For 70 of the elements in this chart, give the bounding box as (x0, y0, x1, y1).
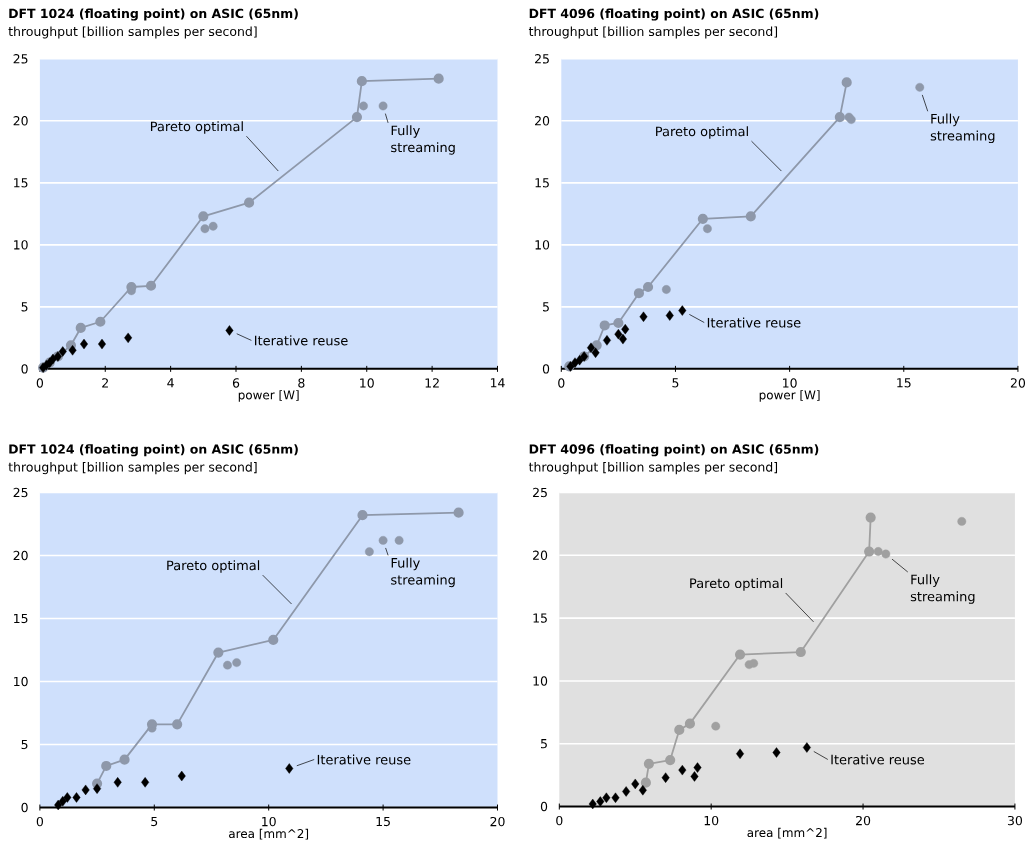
annotation: Pareto optimal (167, 560, 260, 573)
x-tick-label: 5 (672, 378, 679, 388)
y-tick-label: 20 (13, 550, 28, 561)
y-tick-label: 5 (543, 302, 549, 312)
y-tick-label: 15 (14, 178, 28, 188)
y-tick-label: 5 (21, 302, 28, 312)
x-tick-label: 10 (360, 378, 374, 388)
x-axis-title: power [W] (759, 389, 820, 402)
x-axis-title: area [mm^2] (229, 828, 309, 840)
y-tick-label: 25 (533, 487, 547, 498)
y-tick-label: 0 (540, 801, 548, 812)
x-tick-label: 14 (490, 378, 505, 388)
y-tick-label: 10 (14, 676, 28, 687)
y-tick-label: 5 (21, 739, 28, 749)
annotation: Pareto optimal (656, 126, 748, 139)
x-tick-label: 8 (298, 378, 305, 388)
x-tick-label: 10 (262, 816, 276, 827)
annotation: Fully streaming (930, 113, 995, 143)
y-tick-label: 25 (13, 487, 28, 498)
y-tick-label: 15 (14, 613, 28, 623)
y-axis-title: throughput [billion samples per second] (8, 26, 257, 39)
y-tick-label: 0 (21, 802, 28, 813)
x-tick-label: 30 (1007, 815, 1023, 826)
chart-title: DFT 1024 (floating point) on ASIC (65nm) (9, 8, 298, 21)
annotation: Pareto optimal (690, 577, 783, 591)
y-tick-label: 25 (13, 53, 28, 64)
y-tick-label: 0 (542, 363, 550, 374)
x-tick-label: 15 (376, 816, 390, 826)
x-tick-label: 10 (783, 378, 797, 388)
chart-title: DFT 1024 (floating point) on ASIC (65nm) (9, 443, 298, 457)
annotation: Fully streaming (391, 557, 455, 587)
chart-title: DFT 4096 (floating point) on ASIC (65nm) (529, 8, 819, 21)
annotation: Pareto optimal (150, 121, 243, 134)
y-tick-label: 15 (533, 613, 547, 623)
x-tick-label: 20 (490, 816, 505, 827)
x-tick-label: 20 (1010, 378, 1026, 388)
y-tick-label: 20 (13, 115, 28, 126)
y-tick-label: 25 (535, 53, 549, 64)
annotation: Iterative reuse (255, 335, 348, 346)
x-tick-label: 0 (556, 815, 563, 826)
y-tick-label: 20 (535, 115, 550, 126)
x-axis-title: area [mm^2] (747, 827, 827, 839)
x-tick-label: 12 (425, 378, 439, 388)
x-tick-label: 5 (151, 816, 158, 826)
x-tick-label: 10 (704, 815, 719, 826)
x-tick-label: 6 (232, 378, 240, 388)
x-tick-label: 0 (36, 816, 44, 827)
y-tick-label: 20 (533, 550, 548, 560)
x-tick-label: 2 (102, 378, 108, 388)
x-axis-title: power [W] (238, 389, 299, 402)
annotation: Fully streaming (910, 574, 975, 604)
annotation: Iterative reuse (317, 754, 411, 765)
y-axis-title: throughput [billion samples per second] (528, 26, 778, 39)
y-tick-label: 10 (14, 239, 28, 250)
y-tick-label: 10 (535, 239, 550, 250)
annotation: Iterative reuse (707, 317, 801, 328)
y-tick-label: 15 (535, 178, 549, 188)
y-axis-title: throughput [billion samples per second] (528, 461, 778, 474)
annotation: Fully streaming (391, 125, 455, 155)
y-tick-label: 0 (21, 363, 28, 374)
y-tick-label: 10 (533, 676, 548, 686)
x-tick-label: 0 (36, 378, 44, 388)
y-tick-label: 5 (541, 738, 547, 749)
annotation: Iterative reuse (831, 754, 925, 765)
x-tick-label: 0 (558, 378, 565, 388)
chart-title: DFT 4096 (floating point) on ASIC (65nm) (529, 443, 819, 457)
x-tick-label: 4 (167, 378, 174, 388)
x-tick-label: 20 (856, 815, 871, 826)
y-axis-title: throughput [billion samples per second] (8, 461, 257, 474)
x-tick-label: 15 (897, 378, 911, 388)
